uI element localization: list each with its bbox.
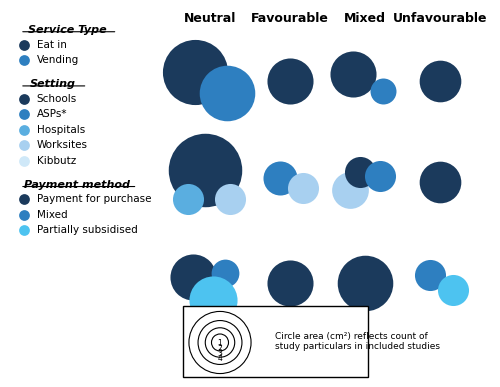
Point	[216, 339, 224, 346]
Point	[286, 78, 294, 84]
Text: 3: 3	[218, 349, 222, 358]
Point	[216, 339, 224, 346]
Text: Kibbutz: Kibbutz	[36, 156, 76, 166]
Point	[201, 167, 209, 173]
Point	[188, 274, 196, 280]
Point	[216, 339, 224, 346]
Text: Favourable: Favourable	[251, 12, 329, 25]
Text: Setting: Setting	[30, 79, 76, 89]
Text: Mixed: Mixed	[36, 210, 67, 220]
Point	[356, 169, 364, 175]
Text: Schools: Schools	[36, 94, 77, 104]
Point	[191, 68, 199, 75]
Text: Partially subsidised: Partially subsidised	[36, 225, 137, 235]
Point	[20, 142, 28, 148]
Text: Service Type: Service Type	[28, 25, 107, 35]
Point	[20, 57, 28, 63]
Text: Unfavourable: Unfavourable	[393, 12, 487, 25]
Point	[298, 185, 306, 191]
Point	[361, 279, 369, 286]
Text: Vending: Vending	[36, 55, 79, 65]
Point	[20, 111, 28, 117]
Point	[20, 127, 28, 133]
FancyBboxPatch shape	[182, 306, 368, 377]
Point	[20, 158, 28, 164]
Point	[448, 287, 456, 293]
Point	[216, 339, 224, 346]
Point	[221, 270, 229, 276]
Point	[20, 212, 28, 218]
Point	[20, 96, 28, 102]
Point	[436, 78, 444, 84]
Text: Mixed: Mixed	[344, 12, 386, 25]
Point	[426, 272, 434, 278]
Point	[348, 70, 356, 77]
Text: Neutral: Neutral	[184, 12, 236, 25]
Point	[20, 196, 28, 202]
Point	[378, 88, 386, 94]
Point	[20, 227, 28, 233]
Point	[286, 279, 294, 286]
Point	[346, 187, 354, 193]
Text: 4: 4	[218, 354, 222, 363]
Text: ASPs*: ASPs*	[36, 109, 67, 119]
Point	[276, 175, 284, 181]
Point	[208, 297, 216, 303]
Text: Circle area (cm²) reflects count of
study particulars in included studies: Circle area (cm²) reflects count of stud…	[275, 332, 440, 351]
Point	[184, 196, 192, 202]
Point	[376, 173, 384, 179]
Text: 2: 2	[218, 344, 222, 353]
Point	[226, 196, 234, 202]
Point	[20, 41, 28, 48]
Text: 1: 1	[218, 339, 222, 348]
Point	[224, 90, 232, 96]
Text: Hospitals: Hospitals	[36, 125, 85, 135]
Text: Eat in: Eat in	[36, 39, 66, 50]
Text: Payment method: Payment method	[24, 180, 130, 190]
Point	[436, 179, 444, 185]
Text: Payment for purchase: Payment for purchase	[36, 194, 151, 204]
Text: Worksites: Worksites	[36, 140, 88, 150]
